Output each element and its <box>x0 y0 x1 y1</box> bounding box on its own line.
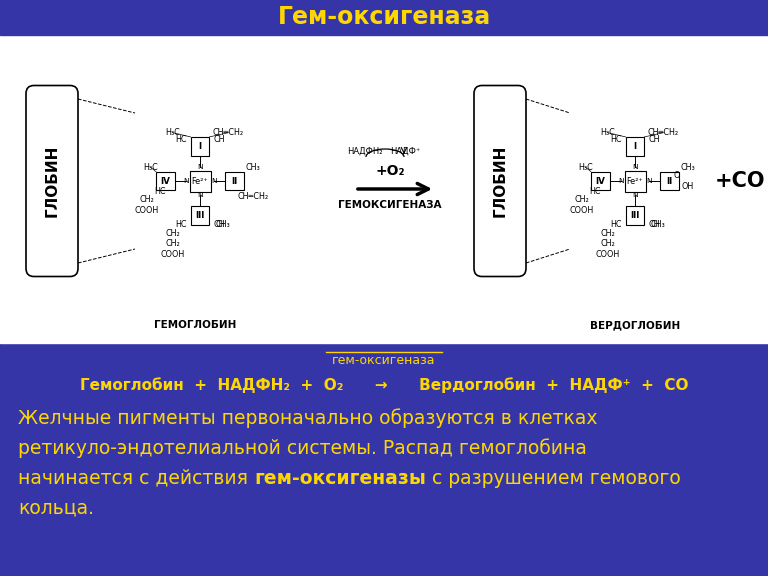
Text: HC: HC <box>611 219 622 229</box>
Text: HC: HC <box>175 219 187 229</box>
Text: H₃C: H₃C <box>144 163 158 172</box>
Text: CH₂: CH₂ <box>574 195 589 204</box>
Text: O: O <box>674 171 680 180</box>
Text: N: N <box>211 178 217 184</box>
Text: Гемоглобин  +  НАДФН₂  +  О₂      →      Вердоглобин  +  НАДФ⁺  +  СО: Гемоглобин + НАДФН₂ + О₂ → Вердоглобин +… <box>80 377 688 393</box>
Text: N: N <box>184 178 189 184</box>
Text: III: III <box>195 211 205 220</box>
Text: CH₂: CH₂ <box>139 195 154 204</box>
Text: HC: HC <box>154 187 166 196</box>
Text: Гем-оксигеназа: Гем-оксигеназа <box>277 6 491 29</box>
Text: ГЕМОГЛОБИН: ГЕМОГЛОБИН <box>154 320 237 330</box>
Bar <box>626 206 644 225</box>
Bar <box>626 137 644 156</box>
Text: ГЛОБИН: ГЛОБИН <box>45 145 59 217</box>
Text: кольца.: кольца. <box>18 498 94 517</box>
Text: N: N <box>618 178 624 184</box>
Bar <box>624 170 645 191</box>
Text: НАДФ⁺: НАДФ⁺ <box>390 146 420 156</box>
Text: IV: IV <box>161 176 170 185</box>
Text: CH═CH₂: CH═CH₂ <box>238 192 269 201</box>
Text: H₃C: H₃C <box>165 128 180 137</box>
Text: Fe²⁺: Fe²⁺ <box>192 176 208 185</box>
Text: с разрушением гемового: с разрушением гемового <box>426 468 680 487</box>
Text: CH: CH <box>648 219 660 229</box>
Text: ретикуло-эндотелиальной системы. Распад гемоглобина: ретикуло-эндотелиальной системы. Распад … <box>18 438 587 458</box>
Text: CH: CH <box>214 135 225 143</box>
Text: +CO: +CO <box>715 171 765 191</box>
Text: Желчные пигменты первоначально образуются в клетках: Желчные пигменты первоначально образуютс… <box>18 408 598 428</box>
Text: CH: CH <box>648 135 660 143</box>
Text: N: N <box>632 192 637 198</box>
Bar <box>190 137 210 156</box>
Text: N: N <box>646 178 651 184</box>
Text: начинается с действия: начинается с действия <box>18 468 254 487</box>
Text: H₃C: H₃C <box>601 128 615 137</box>
Text: COOH: COOH <box>595 250 620 259</box>
Text: CH: CH <box>214 219 225 229</box>
Text: +O₂: +O₂ <box>376 164 405 178</box>
Text: H₃C: H₃C <box>578 163 593 172</box>
Bar <box>190 206 210 225</box>
Bar <box>591 172 610 191</box>
Text: I: I <box>198 142 201 151</box>
Bar <box>660 172 679 191</box>
Bar <box>0 35 768 343</box>
Text: CH₃: CH₃ <box>680 163 695 172</box>
Bar <box>225 172 244 191</box>
Text: II: II <box>231 176 238 185</box>
Text: ГЛОБИН: ГЛОБИН <box>492 145 508 217</box>
Text: N: N <box>197 192 203 198</box>
Text: CH₂: CH₂ <box>165 229 180 238</box>
Text: CH₂: CH₂ <box>601 229 615 238</box>
Bar <box>156 172 175 191</box>
Text: HC: HC <box>175 135 187 143</box>
Text: гем-оксигеназы: гем-оксигеназы <box>254 468 426 487</box>
FancyBboxPatch shape <box>26 85 78 276</box>
Text: CH₂: CH₂ <box>165 240 180 248</box>
Text: N: N <box>197 164 203 170</box>
Bar <box>0 343 768 576</box>
Bar <box>190 170 210 191</box>
Text: CH═CH₂: CH═CH₂ <box>213 128 244 137</box>
Text: CH═CH₂: CH═CH₂ <box>647 128 679 137</box>
Text: IV: IV <box>595 176 605 185</box>
Text: HC: HC <box>611 135 622 143</box>
Text: ВЕРДОГЛОБИН: ВЕРДОГЛОБИН <box>590 320 680 330</box>
Text: OH: OH <box>681 182 694 191</box>
Text: COOH: COOH <box>134 206 158 215</box>
Text: HC: HC <box>589 187 601 196</box>
Bar <box>0 0 768 35</box>
Text: гем-оксигеназа: гем-оксигеназа <box>333 354 435 367</box>
Text: CH₃: CH₃ <box>216 219 230 229</box>
Text: ГЕМОКСИГЕНАЗА: ГЕМОКСИГЕНАЗА <box>338 200 442 210</box>
Text: N: N <box>632 164 637 170</box>
Text: III: III <box>631 211 640 220</box>
Text: COOH: COOH <box>161 250 185 259</box>
FancyBboxPatch shape <box>474 85 526 276</box>
Text: COOH: COOH <box>569 206 594 215</box>
Text: НАДФН₂: НАДФН₂ <box>347 146 382 156</box>
Text: CH₃: CH₃ <box>650 219 666 229</box>
Text: CH₃: CH₃ <box>245 163 260 172</box>
Text: I: I <box>634 142 637 151</box>
Text: II: II <box>667 176 673 185</box>
Text: Fe²⁺: Fe²⁺ <box>627 176 644 185</box>
Text: CH₂: CH₂ <box>601 240 615 248</box>
